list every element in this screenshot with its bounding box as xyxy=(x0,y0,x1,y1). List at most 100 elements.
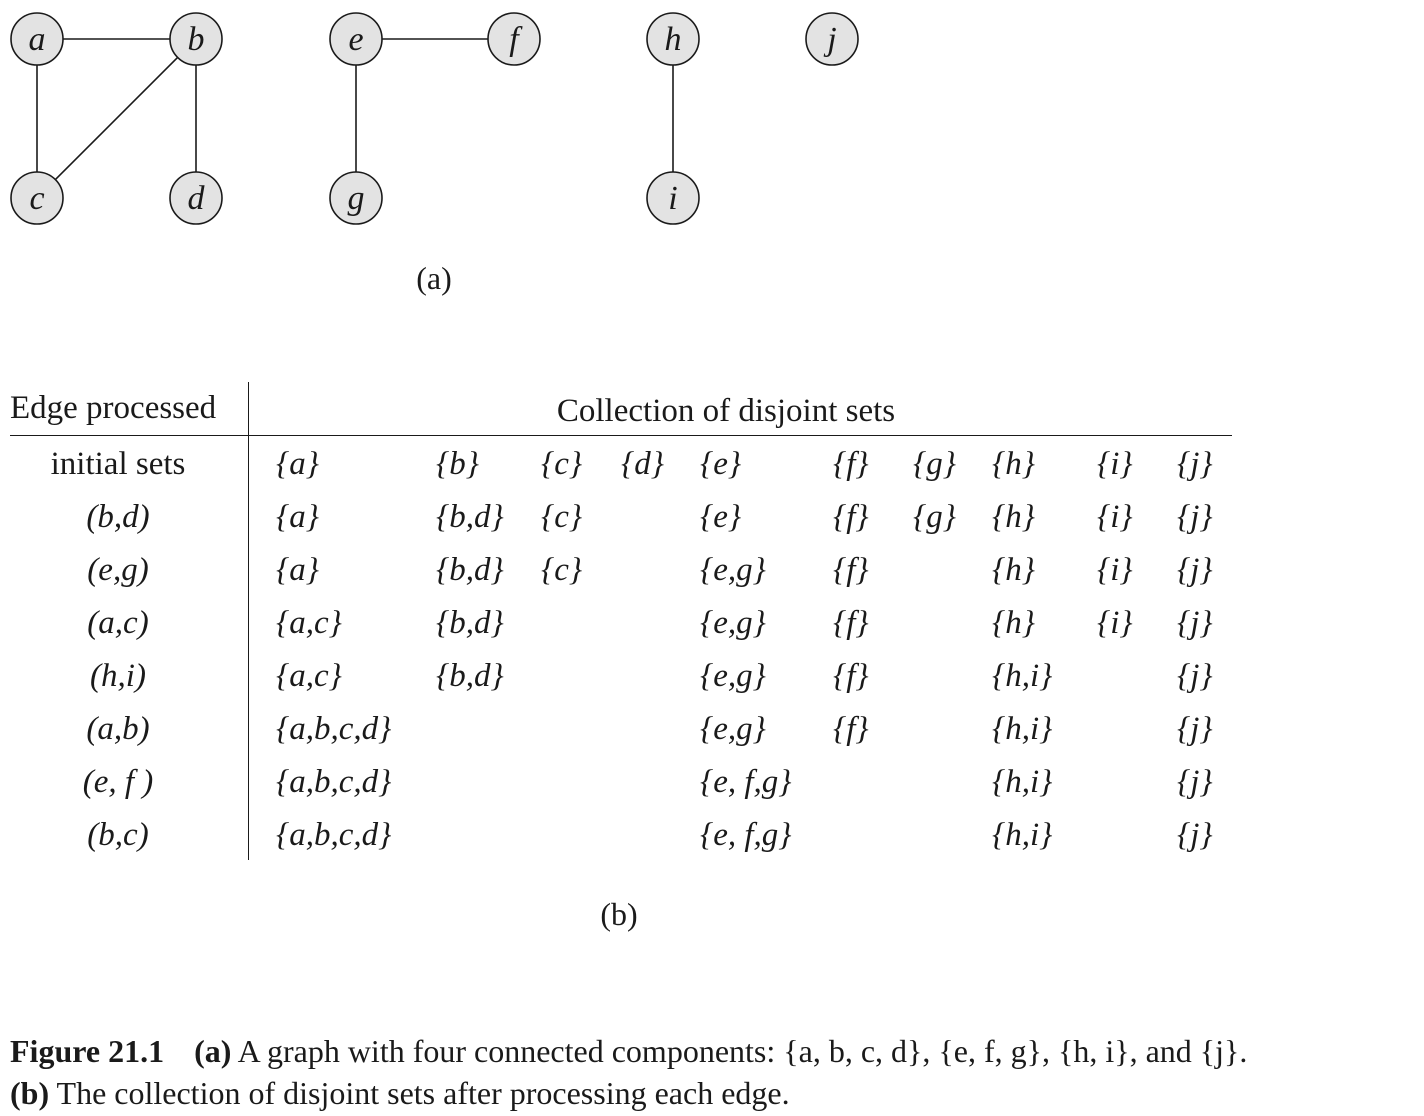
set-cell: {j} xyxy=(1177,446,1213,482)
set-cell: {e, f,g} xyxy=(700,764,792,800)
node-a: a xyxy=(10,12,64,66)
set-cell: {c} xyxy=(541,552,583,588)
edge-processed-cell: (b,d) xyxy=(86,499,150,535)
set-cell: {b,d} xyxy=(436,552,504,588)
table-row: (e,g) {a} {b,d} {c} {e,g} {f} {h} {i} {j} xyxy=(0,552,1424,592)
node-label-h: h xyxy=(665,21,682,58)
set-cell: {i} xyxy=(1097,605,1133,641)
graph-nodes: a b c d e f g h i j xyxy=(10,12,859,225)
node-label-i: i xyxy=(668,180,677,217)
set-cell: {a,b,c,d} xyxy=(276,817,392,853)
node-circle-b xyxy=(169,12,223,66)
set-cell: {g} xyxy=(913,446,956,482)
table-row: (h,i) {a,c} {b,d} {e,g} {f} {h,i} {j} xyxy=(0,658,1424,698)
edge-processed-cell: (b,c) xyxy=(87,817,149,853)
set-cell: {c} xyxy=(541,499,583,535)
set-cell: {c} xyxy=(541,446,583,482)
table-row: initial sets {a} {b} {c} {d} {e} {f} {g} {h} {i} {… xyxy=(0,446,1424,486)
node-label-c: c xyxy=(29,180,44,217)
set-cell: {a} xyxy=(276,552,319,588)
node-label-e: e xyxy=(348,21,363,58)
set-cell: {e,g} xyxy=(700,552,766,588)
set-cell: {b,d} xyxy=(436,658,504,694)
node-label-j: j xyxy=(823,21,836,58)
set-cell: {e} xyxy=(700,499,742,535)
set-cell: {f} xyxy=(833,499,869,535)
set-cell: {f} xyxy=(833,446,869,482)
set-cell: {i} xyxy=(1097,552,1133,588)
node-e: e xyxy=(329,12,383,66)
set-cell: {b,d} xyxy=(436,605,504,641)
set-cell: {a} xyxy=(276,499,319,535)
graph-edges xyxy=(36,38,674,181)
table-row: (b,c) {a,b,c,d} {e, f,g} {h,i} {j} xyxy=(0,817,1424,857)
set-cell: {j} xyxy=(1177,817,1213,853)
set-cell: {h,i} xyxy=(992,764,1053,800)
node-g: g xyxy=(329,171,383,225)
caption-part-a-marker: (a) xyxy=(194,1033,232,1069)
node-circle-i xyxy=(646,171,700,225)
edge-processed-cell: (h,i) xyxy=(90,658,146,694)
set-cell: {a,b,c,d} xyxy=(276,711,392,747)
node-circle-e xyxy=(329,12,383,66)
set-cell: {b} xyxy=(436,446,479,482)
set-cell: {j} xyxy=(1177,499,1213,535)
edge-processed-cell: (e, f ) xyxy=(82,764,154,800)
node-circle-h xyxy=(646,12,700,66)
set-cell: {e,g} xyxy=(700,711,766,747)
subfigure-b-label: (b) xyxy=(600,896,638,932)
set-cell: {j} xyxy=(1177,605,1213,641)
set-cell: {g} xyxy=(913,499,956,535)
node-circle-a xyxy=(10,12,64,66)
node-label-d: d xyxy=(188,180,206,217)
node-circle-c xyxy=(10,171,64,225)
edge-processed-cell: (a,c) xyxy=(87,605,149,641)
set-cell: {h,i} xyxy=(992,658,1053,694)
subfigure-a-label: (a) xyxy=(416,260,452,296)
graph-diagram: a b c d e f g h i j xyxy=(10,12,859,225)
node-circle-g xyxy=(329,171,383,225)
table-column-rule xyxy=(248,382,249,860)
set-cell: {j} xyxy=(1177,552,1213,588)
figure-caption: Figure 21.1 (a) A graph with four connect… xyxy=(10,1030,1420,1114)
set-cell: {h,i} xyxy=(992,711,1053,747)
caption-part-b-text: The collection of disjoint sets after pr… xyxy=(49,1075,790,1111)
set-cell: {a} xyxy=(276,446,319,482)
table-row: (b,d) {a} {b,d} {c} {e} {f} {g} {h} {i} {j} xyxy=(0,499,1424,539)
table-row: (a,c) {a,c} {b,d} {e,g} {f} {h} {i} {j} xyxy=(0,605,1424,645)
node-b: b xyxy=(169,12,223,66)
node-label-a: a xyxy=(29,21,46,58)
set-cell: {f} xyxy=(833,605,869,641)
set-cell: {f} xyxy=(833,658,869,694)
set-cell: {j} xyxy=(1177,711,1213,747)
node-circle-f xyxy=(487,12,541,66)
set-cell: {f} xyxy=(833,552,869,588)
table-header-rule xyxy=(10,435,1232,436)
edge-b-c xyxy=(54,56,179,181)
caption-part-a-text: A graph with four connected components: … xyxy=(231,1033,1248,1069)
set-cell: {e, f,g} xyxy=(700,817,792,853)
node-label-b: b xyxy=(188,21,205,58)
caption-figure-number: Figure 21.1 xyxy=(10,1033,165,1069)
set-cell: {h} xyxy=(992,552,1035,588)
node-circle-d xyxy=(169,171,223,225)
table-header-edge-processed: Edge processed xyxy=(10,390,217,426)
table-header-disjoint-sets: Collection of disjoint sets xyxy=(556,393,896,429)
set-cell: {a,c} xyxy=(276,658,342,694)
caption-part-b-marker: (b) xyxy=(10,1075,50,1111)
node-f: f xyxy=(487,12,541,66)
edge-processed-cell: (a,b) xyxy=(86,711,150,747)
node-h: h xyxy=(646,12,700,66)
set-cell: {h} xyxy=(992,446,1035,482)
set-cell: {h,i} xyxy=(992,817,1053,853)
set-cell: {i} xyxy=(1097,499,1133,535)
set-cell: {j} xyxy=(1177,764,1213,800)
set-cell: {e} xyxy=(700,446,742,482)
node-d: d xyxy=(169,171,223,225)
node-i: i xyxy=(646,171,700,225)
edge-processed-cell: (e,g) xyxy=(87,552,149,588)
set-cell: {i} xyxy=(1097,446,1133,482)
node-c: c xyxy=(10,171,64,225)
table-row: (e, f ) {a,b,c,d} {e, f,g} {h,i} {j} xyxy=(0,764,1424,804)
set-cell: {a,c} xyxy=(276,605,342,641)
